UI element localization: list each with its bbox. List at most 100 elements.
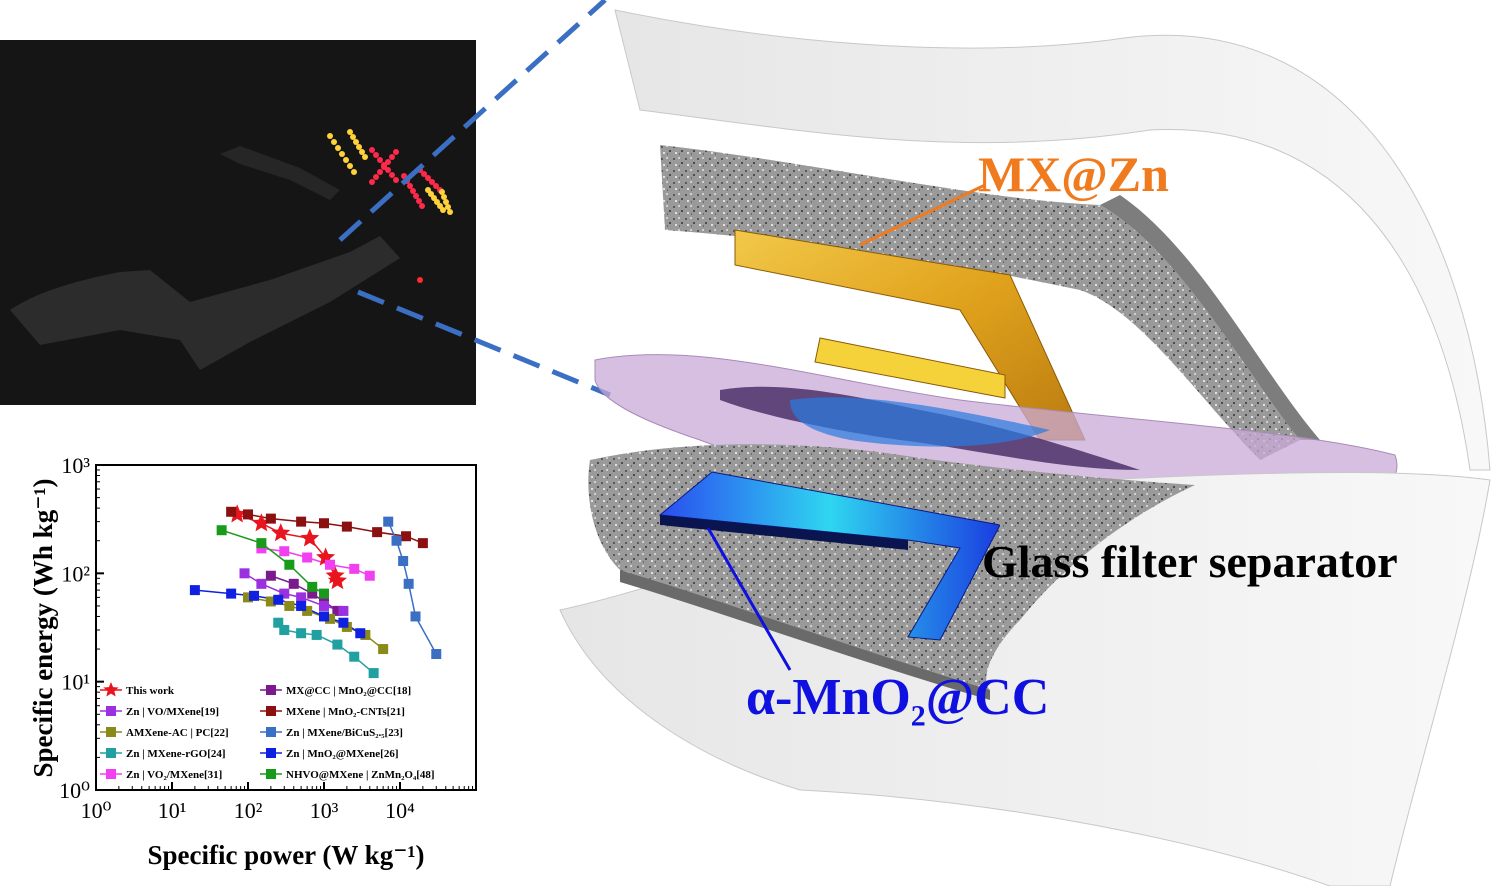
legend-marker	[266, 748, 276, 758]
data-point	[284, 600, 295, 611]
legend-marker	[106, 706, 116, 716]
led-dot	[419, 203, 425, 209]
data-point	[307, 581, 318, 592]
data-point	[349, 563, 360, 574]
data-point	[265, 513, 276, 524]
data-point	[431, 649, 442, 660]
separator-label: Glass filter separator	[982, 536, 1398, 587]
data-point	[338, 617, 349, 628]
zoom-line-top	[338, 0, 607, 242]
data-point	[296, 516, 307, 527]
led-dot	[381, 164, 387, 170]
legend-marker	[106, 769, 116, 779]
data-point	[383, 516, 394, 527]
legend-label: Zn | MnO₂@MXene[26]	[286, 748, 399, 760]
data-point	[302, 605, 313, 616]
cathode-label: α-MnO2@CC	[746, 668, 1049, 733]
data-point-star	[271, 523, 291, 542]
zoom-line-bottom	[357, 289, 611, 398]
legend-label: MX@CC | MnO₂@CC[18]	[286, 685, 411, 697]
legend-marker	[266, 685, 276, 695]
led-dot	[343, 157, 349, 163]
y-tick-label: 10³	[61, 453, 90, 478]
legend-label: Zn | MXene-rGO[24]	[126, 748, 226, 760]
led-dot	[369, 147, 375, 153]
data-point	[325, 559, 336, 570]
cathode-label-prefix: α-MnO	[746, 669, 911, 726]
led-dot	[347, 129, 353, 135]
led-dot	[377, 169, 383, 175]
data-point	[349, 651, 360, 662]
led-demo-photo	[0, 40, 476, 405]
led-dot	[433, 183, 439, 189]
legend-label: NHVO@MXene | ZnMn₂O₄[48]	[286, 769, 435, 781]
led-dot	[389, 172, 395, 178]
data-point	[338, 605, 349, 616]
series-markers	[189, 504, 442, 679]
legend-marker	[266, 727, 276, 737]
led-dot	[362, 154, 368, 160]
led-dot	[445, 204, 451, 210]
data-point	[368, 668, 379, 679]
led-dot	[359, 149, 365, 155]
data-point	[341, 521, 352, 532]
data-point	[355, 628, 366, 639]
led-dot	[439, 189, 445, 195]
mno2-cathode	[658, 471, 1001, 641]
led-dot	[353, 139, 359, 145]
data-point	[307, 588, 318, 599]
device-wire	[220, 146, 340, 200]
x-tick-label: 10⁰	[81, 798, 112, 823]
cathode-label-suffix: @CC	[925, 669, 1050, 726]
data-point	[319, 518, 329, 529]
led-dot	[373, 174, 379, 180]
led-dot	[373, 152, 379, 158]
data-point-star	[327, 571, 347, 590]
data-point	[296, 592, 307, 603]
data-point	[410, 611, 421, 622]
top-carbon-cloth	[660, 145, 1300, 460]
legend-marker	[103, 682, 119, 697]
top-carbon-cloth-edge	[1100, 195, 1320, 440]
data-point	[378, 644, 389, 655]
led-dot	[347, 163, 353, 169]
x-tick-label: 10¹	[158, 798, 187, 823]
led-demo-scene	[0, 40, 476, 405]
x-tick-label: 10²	[234, 798, 263, 823]
data-point	[265, 570, 276, 581]
led-dot	[425, 175, 431, 181]
data-point	[417, 538, 428, 549]
data-point	[279, 624, 290, 635]
device-strip	[10, 236, 400, 370]
mno2-cathode-edge	[660, 515, 908, 550]
legend-marker	[266, 769, 276, 779]
data-point	[279, 546, 290, 557]
led-dot	[385, 159, 391, 165]
data-point	[226, 588, 237, 599]
data-point	[243, 592, 253, 603]
legend-marker	[106, 748, 116, 758]
legend-label: Zn | VO₂/MXene[31]	[126, 769, 222, 781]
data-point	[273, 594, 284, 605]
led-dot	[393, 177, 399, 183]
data-point	[279, 588, 290, 599]
legend-label: Zn | MXene/BiCuS₂.₅[23]	[286, 727, 403, 739]
led-dot	[393, 149, 399, 155]
data-point	[216, 525, 227, 536]
data-point-star	[251, 513, 271, 532]
legend: This work MX@CC | MnO₂@CC[18] Zn | VO/MXen…	[100, 682, 435, 781]
led-dot	[327, 133, 333, 139]
led-dot	[441, 194, 447, 200]
data-point	[249, 590, 260, 601]
data-point	[372, 527, 383, 538]
x-axis-label: Specific power (W kg⁻¹)	[147, 840, 424, 870]
data-point	[226, 506, 237, 517]
data-point	[284, 559, 295, 570]
legend-label: AMXene-AC | PC[22]	[126, 727, 229, 739]
data-point	[364, 570, 375, 581]
led-dot	[377, 157, 383, 163]
y-tick-label: 10¹	[61, 670, 90, 695]
data-point-star	[300, 528, 320, 547]
led-dot	[331, 139, 337, 145]
led-dot	[447, 209, 453, 215]
